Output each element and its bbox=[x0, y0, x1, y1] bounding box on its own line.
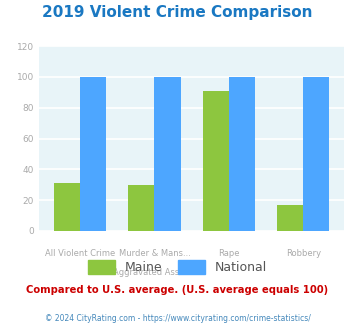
Text: Compared to U.S. average. (U.S. average equals 100): Compared to U.S. average. (U.S. average … bbox=[26, 285, 329, 295]
Bar bbox=[277, 205, 304, 231]
Text: 2019 Violent Crime Comparison: 2019 Violent Crime Comparison bbox=[42, 5, 313, 20]
Bar bbox=[54, 183, 80, 231]
Bar bbox=[154, 77, 181, 231]
Bar bbox=[80, 77, 106, 231]
Text: Robbery: Robbery bbox=[286, 249, 321, 258]
Text: Aggravated Assault: Aggravated Assault bbox=[113, 268, 196, 277]
Bar bbox=[203, 91, 229, 231]
Bar bbox=[129, 185, 154, 231]
Text: Murder & Mans...: Murder & Mans... bbox=[119, 249, 190, 258]
Bar bbox=[229, 77, 255, 231]
Legend: Maine, National: Maine, National bbox=[83, 255, 272, 280]
Text: Rape: Rape bbox=[218, 249, 240, 258]
Text: All Violent Crime: All Violent Crime bbox=[45, 249, 115, 258]
Bar bbox=[304, 77, 329, 231]
Text: © 2024 CityRating.com - https://www.cityrating.com/crime-statistics/: © 2024 CityRating.com - https://www.city… bbox=[45, 314, 310, 323]
